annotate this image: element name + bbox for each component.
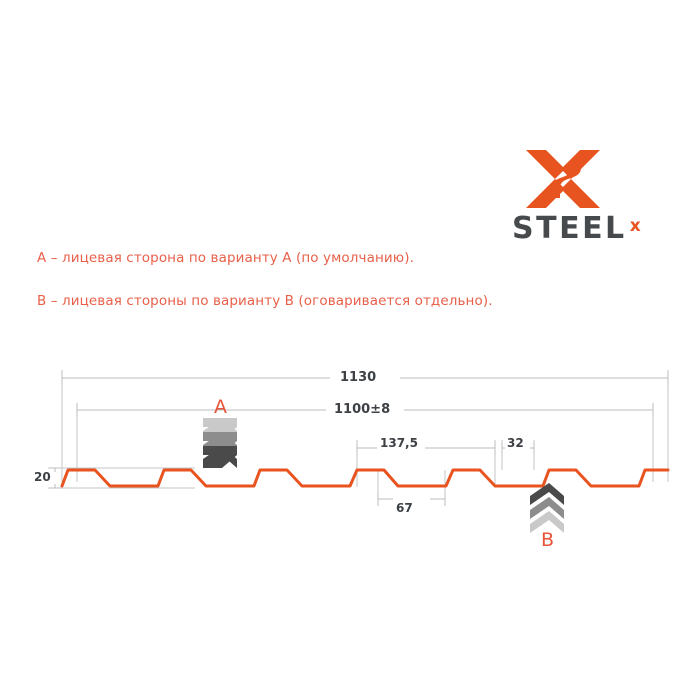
steelx-x-logo-mark-icon	[524, 148, 602, 210]
dimension-extension-lines	[48, 372, 669, 500]
marker-a-chevrons	[203, 418, 237, 468]
logo-text-steel: STEEL	[512, 211, 627, 246]
dimension-rib-top-width: 32	[507, 436, 524, 450]
marker-b-chevrons	[530, 483, 564, 533]
steelx-logo: STEEL x	[512, 148, 662, 248]
marker-a-label: A	[214, 396, 227, 418]
dimension-overall-width: 1130	[340, 370, 377, 385]
dimension-valley-width: 67	[396, 501, 413, 515]
corrugated-profile-path	[60, 468, 670, 488]
caption-variant-b: В – лицевая стороны по варианту В (огова…	[37, 293, 493, 309]
dimension-cover-width: 1100±8	[334, 402, 391, 417]
marker-b-label: B	[541, 529, 555, 551]
steelx-wordmark: STEEL x	[512, 210, 662, 244]
caption-variant-a: А – лицевая сторона по варианту А (по ум…	[37, 250, 414, 266]
dimension-lines	[49, 370, 669, 506]
dimension-rib-pitch: 137,5	[380, 436, 418, 450]
dimension-rib-height: 20	[34, 470, 51, 484]
logo-text-x-superscript: x	[629, 216, 641, 236]
